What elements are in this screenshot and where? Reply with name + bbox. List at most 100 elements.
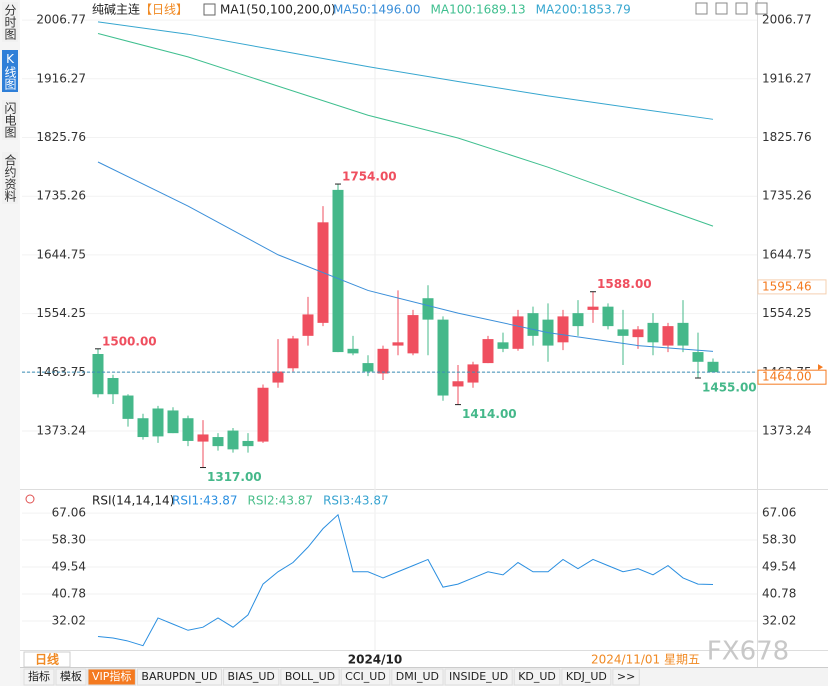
rsi-title: RSI(14,14,14) xyxy=(92,494,174,508)
y-tick-label: 1735.26 xyxy=(762,189,812,203)
watermark: FX678 xyxy=(707,637,789,667)
toolbar-button[interactable] xyxy=(23,668,55,686)
candle-body xyxy=(437,319,449,396)
indicator: MA1(50,100,200,0) xyxy=(220,3,336,17)
candle-body xyxy=(107,378,119,395)
y-tick-label: 1916.27 xyxy=(36,71,86,85)
candle-body xyxy=(707,361,719,373)
indicator-icon[interactable] xyxy=(203,3,216,16)
candle-body xyxy=(407,315,419,354)
candle-body xyxy=(257,387,269,442)
side-tab[interactable]: 合约资料 xyxy=(2,152,18,204)
toolbar-button[interactable] xyxy=(444,668,513,686)
toolbar-item[interactable]: KD_UD xyxy=(518,670,556,683)
candle-body xyxy=(272,371,284,383)
extreme-label: 1500.00 xyxy=(102,334,157,348)
toolbar-item[interactable]: BOLL_UD xyxy=(285,670,335,683)
extreme-label: 1754.00 xyxy=(342,170,397,184)
toolbar-button[interactable] xyxy=(87,668,136,686)
last-price-arrow xyxy=(818,364,823,371)
candle-body xyxy=(287,338,299,369)
legend-entry: MA200:1853.79 xyxy=(536,3,631,17)
candle-body xyxy=(527,313,539,336)
marker-price-label: 1595.46 xyxy=(762,279,812,293)
candle-body xyxy=(212,437,224,447)
y-tick-label: 1825.76 xyxy=(762,130,812,144)
candle-body xyxy=(452,381,464,387)
last-price-box xyxy=(757,369,827,385)
toolbar-item[interactable]: CCI_UD xyxy=(345,670,386,683)
y-tick-label: 58.30 xyxy=(52,533,86,547)
legend-entry: MA50:1496.00 xyxy=(333,3,421,17)
y-tick-label: 67.06 xyxy=(762,506,796,520)
candle-body xyxy=(617,329,629,336)
toolbar-button[interactable] xyxy=(136,668,223,686)
candle-body xyxy=(92,354,104,395)
chart-title: 纯碱主连 xyxy=(92,2,140,17)
y-tick-label: 2006.77 xyxy=(762,13,812,27)
candle-body xyxy=(482,339,494,364)
toolbar-button[interactable] xyxy=(55,668,87,686)
toolbar-item[interactable]: KDJ_UD xyxy=(566,670,607,683)
candle-body xyxy=(122,395,134,419)
candle-body xyxy=(512,316,524,349)
toolbar-item[interactable]: INSIDE_UD xyxy=(449,670,508,683)
candle-body xyxy=(662,326,674,346)
toolbar-button[interactable] xyxy=(280,668,340,686)
y-tick-label: 1373.24 xyxy=(762,424,812,438)
candle-body xyxy=(602,306,614,327)
side-tab[interactable]: 闪电图 xyxy=(2,100,18,140)
settings-icon[interactable] xyxy=(25,494,35,504)
toolbar-button[interactable] xyxy=(340,668,391,686)
ma-line xyxy=(97,21,714,120)
toolbar-button[interactable] xyxy=(391,668,444,686)
period: 【日线】 xyxy=(140,3,188,17)
y-tick-label: 1554.25 xyxy=(36,306,86,320)
ma-line xyxy=(97,161,714,352)
toolbar-item[interactable]: DMI_UD xyxy=(396,670,439,683)
candle-body xyxy=(362,363,374,372)
legend-entry: RSI1:43.87 xyxy=(172,494,238,508)
candle-body xyxy=(647,322,659,343)
legend-entry: MA100:1689.13 xyxy=(431,3,526,17)
toolbar-item[interactable]: 指标 xyxy=(28,669,50,683)
toolbar-item[interactable]: BIAS_UD xyxy=(228,670,275,683)
candle-body xyxy=(227,430,239,450)
toolbar-button[interactable] xyxy=(561,668,612,686)
y-tick-label: 1916.27 xyxy=(762,71,812,85)
candle-body xyxy=(557,316,569,343)
y-tick-label: 40.78 xyxy=(52,587,86,601)
y-tick-label: 1825.76 xyxy=(36,130,86,144)
extreme-label: 1588.00 xyxy=(597,277,652,291)
period-tab[interactable] xyxy=(23,651,71,668)
side-tab[interactable]: K线图 xyxy=(2,50,18,92)
toolbar-button[interactable] xyxy=(513,668,561,686)
candle-body xyxy=(347,348,359,354)
y-tick-label: 1644.75 xyxy=(36,247,86,261)
toolbar-button[interactable] xyxy=(223,668,280,686)
toolbar-item[interactable]: VIP指标 xyxy=(92,669,131,683)
toolbar-item[interactable]: >> xyxy=(617,670,635,683)
period-tab-label[interactable]: 日线 xyxy=(35,652,59,667)
toolbar-item[interactable]: 模板 xyxy=(60,669,82,683)
y-tick-label: 1644.75 xyxy=(762,247,812,261)
marker-price-box xyxy=(757,279,827,295)
candle-body xyxy=(182,418,194,441)
candle-body xyxy=(377,348,389,374)
y-tick-label: 32.02 xyxy=(52,613,86,627)
extreme-label: 1414.00 xyxy=(462,407,517,421)
y-tick-label: 1554.25 xyxy=(762,306,812,320)
candle-body xyxy=(572,313,584,327)
candle-body xyxy=(242,440,254,447)
ma-line xyxy=(97,33,714,227)
side-tab[interactable]: 分时图 xyxy=(2,2,18,42)
toolbar-button[interactable] xyxy=(612,668,640,686)
rsi-line xyxy=(97,513,714,647)
candle-body xyxy=(467,364,479,383)
candle-body xyxy=(167,410,179,434)
toolbar-item[interactable]: BARUPDN_UD xyxy=(141,670,217,683)
legend-entry: RSI3:43.87 xyxy=(323,494,389,508)
extreme-label: 1455.00 xyxy=(702,381,757,395)
